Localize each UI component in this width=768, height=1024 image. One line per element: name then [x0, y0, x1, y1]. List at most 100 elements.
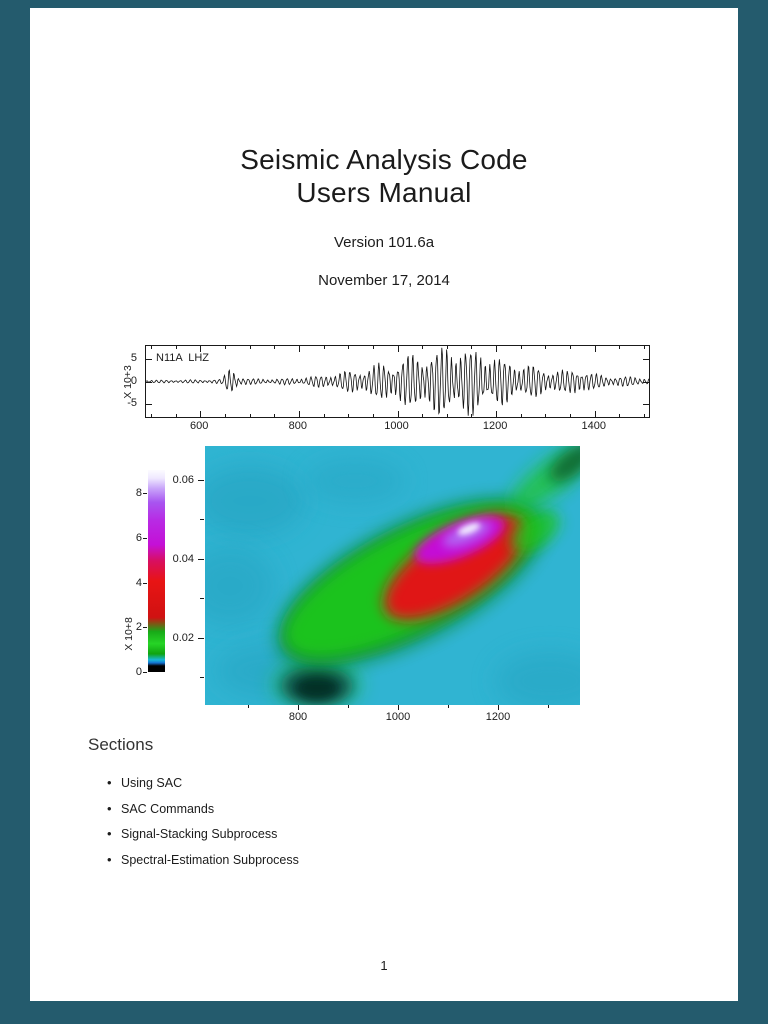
x-tick-label: 1200: [482, 420, 508, 432]
axis-tick: [372, 346, 374, 349]
colorbar-tick-labels: 0 2 4 6 8: [118, 470, 144, 678]
axis-tick: [594, 411, 596, 417]
axis-tick: [274, 414, 276, 417]
axis-tick: [594, 346, 596, 352]
y-tick-label: 0.06: [172, 473, 194, 486]
axis-tick: [398, 705, 399, 710]
spectrogram-plot-area: [198, 446, 580, 710]
axis-tick: [446, 414, 448, 417]
axis-tick: [471, 414, 473, 417]
axis-tick: [348, 346, 350, 349]
version-text: Version 101.6a: [333, 234, 435, 251]
axis-tick: [422, 346, 424, 349]
colorbar: [143, 470, 165, 673]
seismogram-plot-area: N11A LHZ: [145, 345, 650, 418]
axis-tick: [298, 411, 300, 417]
axis-tick: [200, 677, 204, 679]
page-number: 1: [380, 958, 388, 973]
axis-tick: [644, 346, 646, 349]
y-tick-label: 0.02: [172, 631, 194, 644]
seismogram-y-tick-labels: 5 0 -5: [112, 345, 140, 416]
axis-tick: [496, 411, 498, 417]
sections-list: Using SAC SAC Commands Signal-Stacking Sub…: [107, 776, 299, 879]
axis-tick: [249, 414, 251, 417]
axis-tick: [570, 414, 572, 417]
colorbar-tick-label: 4: [135, 576, 142, 589]
axis-tick: [175, 414, 177, 417]
y-tick-label: 0.04: [172, 552, 194, 565]
title-line-1: Seismic Analysis Code: [240, 144, 528, 175]
colorbar-tick-label: 6: [135, 532, 142, 545]
axis-tick: [520, 346, 522, 349]
spectrogram-image: [205, 446, 580, 705]
axis-tick: [348, 414, 350, 417]
axis-tick: [570, 346, 572, 349]
axis-tick: [146, 381, 152, 383]
axis-tick: [175, 346, 177, 349]
station-label: N11A LHZ: [156, 352, 209, 364]
axis-tick: [143, 627, 147, 629]
axis-tick: [619, 414, 621, 417]
x-tick-label: 600: [190, 420, 209, 432]
axis-tick: [150, 414, 152, 417]
axis-tick: [448, 705, 449, 708]
axis-tick: [143, 538, 147, 540]
axis-tick: [200, 346, 202, 352]
axis-tick: [471, 346, 473, 349]
sections-heading: Sections: [88, 735, 154, 754]
seismogram-x-tick-labels: 600 800 1000 1200 1400: [145, 420, 648, 434]
axis-tick: [200, 598, 204, 600]
colorbar-tick-label: 0: [135, 666, 142, 678]
axis-tick: [224, 414, 226, 417]
axis-tick: [146, 403, 152, 405]
title-line-2: Users Manual: [296, 177, 472, 208]
axis-tick: [520, 414, 522, 417]
x-tick-label: 1000: [384, 420, 409, 432]
document-title: Seismic Analysis Code Users Manual: [30, 143, 738, 209]
list-item: Spectral-Estimation Subprocess: [107, 853, 299, 867]
axis-tick: [298, 705, 299, 710]
spectrogram-x-tick-labels: 800 1000 1200: [205, 711, 580, 725]
colorbar-tick-label: 8: [135, 487, 142, 500]
axis-tick: [143, 582, 147, 584]
y-tick-label: 5: [130, 352, 137, 365]
axis-tick: [200, 519, 204, 521]
axis-tick: [200, 411, 202, 417]
axis-tick: [644, 414, 646, 417]
axis-tick: [298, 346, 300, 352]
document-page: Seismic Analysis Code Users Manual Versi…: [30, 8, 738, 1001]
axis-tick: [643, 359, 649, 361]
axis-tick: [397, 411, 399, 417]
date-text: November 17, 2014: [318, 272, 450, 289]
axis-tick: [248, 705, 249, 708]
axis-tick: [198, 637, 204, 639]
seismogram-waveform: [146, 347, 649, 416]
axis-tick: [545, 346, 547, 349]
waveform-path: [146, 347, 649, 416]
colorbar-tick-label: 2: [135, 621, 142, 634]
y-tick-label: -5: [127, 396, 137, 409]
spectrogram-y-tick-labels: 0.02 0.04 0.06: [148, 446, 196, 705]
axis-tick: [274, 346, 276, 349]
axis-tick: [643, 381, 649, 383]
axis-tick: [372, 414, 374, 417]
axis-tick: [548, 705, 549, 708]
axis-tick: [446, 346, 448, 349]
x-tick-label: 1400: [581, 420, 606, 432]
axis-tick: [397, 346, 399, 352]
list-item: Using SAC: [107, 776, 299, 790]
list-item: Signal-Stacking Subprocess: [107, 827, 299, 841]
axis-tick: [224, 346, 226, 349]
axis-tick: [348, 705, 349, 708]
axis-tick: [496, 346, 498, 352]
x-tick-label: 1200: [485, 711, 511, 723]
axis-tick: [498, 705, 499, 710]
axis-tick: [198, 479, 204, 481]
axis-tick: [143, 493, 147, 495]
axis-tick: [143, 672, 147, 673]
axis-tick: [150, 346, 152, 349]
axis-tick: [545, 414, 547, 417]
x-tick-label: 800: [288, 711, 308, 723]
x-tick-label: 1000: [385, 711, 411, 723]
